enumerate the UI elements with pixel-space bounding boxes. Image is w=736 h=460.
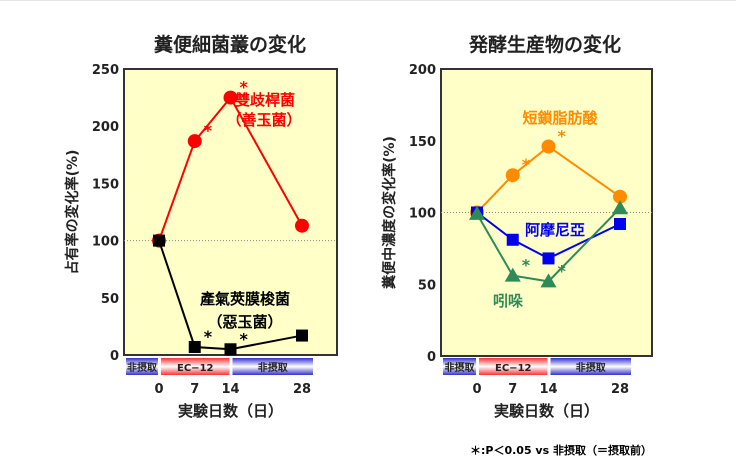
period-bar <box>443 358 476 375</box>
data-point <box>469 205 485 220</box>
x-tick-label: 28 <box>611 382 629 397</box>
series-3: * * 吲哚 <box>469 200 628 310</box>
data-point <box>224 343 237 356</box>
period-bar <box>161 358 230 375</box>
chart-2: 発酵生産物の変化 0 50 100 150 200 糞便中濃度の変化率(%) 非摂取 EC−12… <box>381 33 653 420</box>
y-tick-label: 50 <box>418 278 436 293</box>
series-line <box>476 207 621 283</box>
series-label: 阿摩尼亞 <box>525 221 585 239</box>
period-label: 非摂取 <box>445 361 476 374</box>
period-label: 非摂取 <box>576 361 607 374</box>
series-line <box>476 211 621 260</box>
y-tick-label: 100 <box>92 235 119 250</box>
series-label: 短鎖脂肪酸 <box>522 109 598 127</box>
x-tick-label: 14 <box>539 382 557 397</box>
period-label: 非摂取 <box>258 361 289 374</box>
data-point <box>187 134 202 149</box>
series-2: * * 產氣莢膜梭菌 （惡玉菌） <box>153 234 308 356</box>
period-bar <box>232 358 313 375</box>
significance-mark: * <box>558 126 567 145</box>
x-axis-label: 実験日数（日） <box>494 402 599 420</box>
period-label: 非摂取 <box>127 361 158 374</box>
significance-mark: * <box>522 155 531 174</box>
x-axis-label: 実験日数（日） <box>178 402 283 420</box>
data-point <box>223 90 238 105</box>
period-bar <box>479 358 548 375</box>
y-axis-label: 占有率の変化率(%) <box>64 150 81 275</box>
series-label: 雙歧桿菌 <box>235 91 295 109</box>
data-point <box>612 200 628 215</box>
y-tick-label: 50 <box>101 292 119 307</box>
significance-mark: * <box>558 261 567 280</box>
plot-area <box>123 68 338 356</box>
series-label: 吲哚 <box>493 292 524 310</box>
y-tick-label: 0 <box>427 350 436 365</box>
significance-mark: * <box>240 78 249 97</box>
series-sublabel: （惡玉菌） <box>207 313 282 331</box>
chart-title: 糞便細菌叢の変化 <box>153 33 306 56</box>
x-tick-label: 14 <box>221 382 239 397</box>
data-point <box>614 217 626 230</box>
significance-mark: * <box>522 256 531 275</box>
data-point <box>506 233 519 246</box>
series-2: 阿摩尼亞 <box>471 206 626 265</box>
data-point <box>541 139 556 154</box>
x-tick-label: 0 <box>472 382 481 397</box>
series-label: 產氣莢膜梭菌 <box>199 290 290 308</box>
y-axis-label: 糞便中濃度の変化率(%) <box>381 136 398 290</box>
x-tick-label: 0 <box>154 382 163 397</box>
series-line <box>476 145 621 214</box>
significance-mark: * <box>204 327 213 346</box>
period-bar <box>126 358 158 375</box>
period-label: EC−12 <box>177 363 214 374</box>
chart-1: 糞便細菌叢の変化 0 50 100 150 200 250 占有率の変化率(%) 非摂取 EC−1… <box>64 33 338 420</box>
y-tick-label: 200 <box>92 120 119 135</box>
x-tick-label: 28 <box>293 382 311 397</box>
series-line <box>158 240 303 351</box>
footnote: ＊:P＜0.05 vs 非摂取（＝摂取前） <box>470 444 652 457</box>
data-point <box>505 168 520 183</box>
y-tick-label: 100 <box>409 207 436 222</box>
data-point <box>504 267 521 282</box>
y-tick-label: 200 <box>409 63 436 78</box>
series-line <box>158 95 303 241</box>
significance-mark: * <box>204 121 213 140</box>
data-point <box>153 234 165 247</box>
data-point <box>542 252 555 265</box>
y-tick-label: 0 <box>110 349 119 364</box>
y-tick-label: 150 <box>92 177 119 192</box>
data-point <box>295 218 309 233</box>
x-tick-label: 7 <box>190 382 199 397</box>
y-tick-label: 250 <box>92 63 119 78</box>
data-point <box>188 340 201 353</box>
data-point <box>296 329 308 342</box>
period-label: EC−12 <box>495 363 532 374</box>
chart-title: 発酵生産物の変化 <box>468 33 621 56</box>
data-point <box>540 273 557 288</box>
period-bar <box>550 358 631 375</box>
x-tick-label: 7 <box>508 382 517 397</box>
significance-mark: * <box>240 329 249 348</box>
series-sublabel: （善玉菌） <box>226 111 301 129</box>
y-tick-label: 150 <box>409 135 436 150</box>
data-point <box>613 189 627 204</box>
